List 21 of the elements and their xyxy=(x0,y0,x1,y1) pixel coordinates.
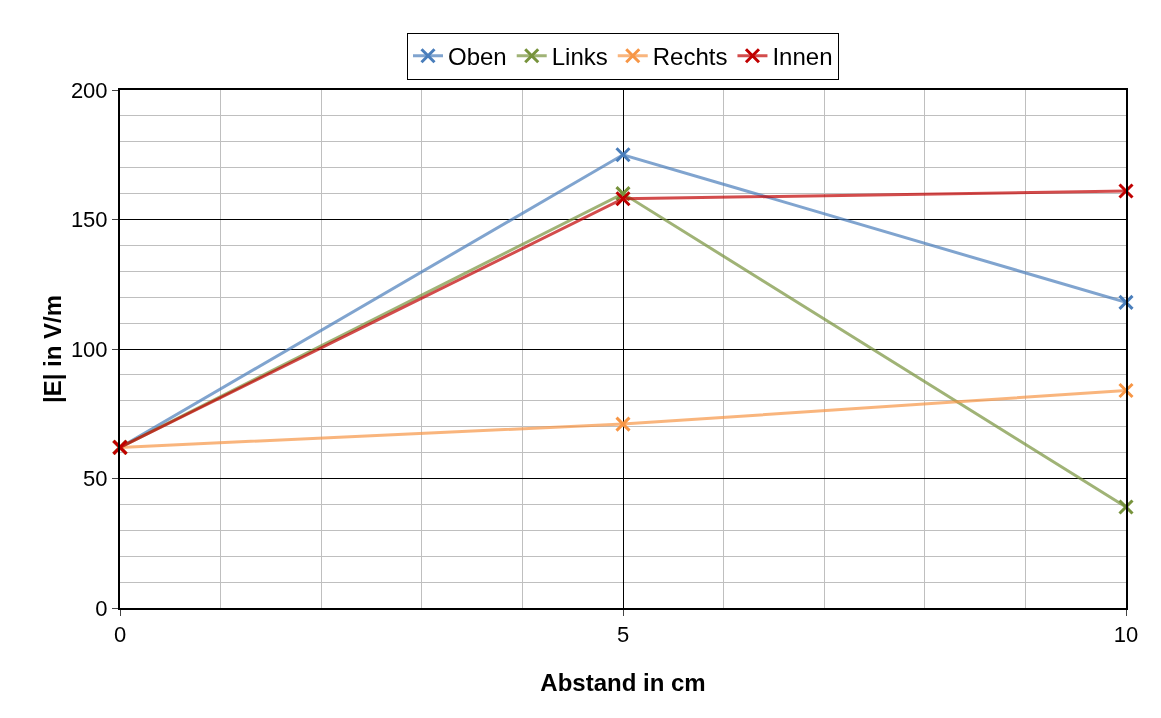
x-tick-label: 5 xyxy=(616,622,630,648)
y-tick-label: 0 xyxy=(95,595,108,621)
legend-label: Innen xyxy=(772,43,833,71)
legend-label: Rechts xyxy=(652,43,728,71)
x-tick-label: 10 xyxy=(1113,622,1139,648)
point xyxy=(615,190,631,207)
y-axis-title: |E| in V/m xyxy=(39,294,66,404)
point xyxy=(1118,498,1134,515)
y-tick-label: 100 xyxy=(70,336,108,362)
legend-label: Links xyxy=(551,43,608,71)
y-tick-label: 150 xyxy=(70,207,108,233)
point xyxy=(1118,382,1134,399)
y-tick-label: 200 xyxy=(70,77,108,103)
point xyxy=(615,146,631,163)
point xyxy=(1118,183,1134,200)
point xyxy=(615,416,631,433)
y-tick-label: 50 xyxy=(83,466,108,492)
x-tick-label: 0 xyxy=(113,622,127,648)
legend-label: Oben xyxy=(448,43,507,71)
point xyxy=(1118,294,1134,311)
x-axis-title: Abstand in cm xyxy=(540,669,706,696)
